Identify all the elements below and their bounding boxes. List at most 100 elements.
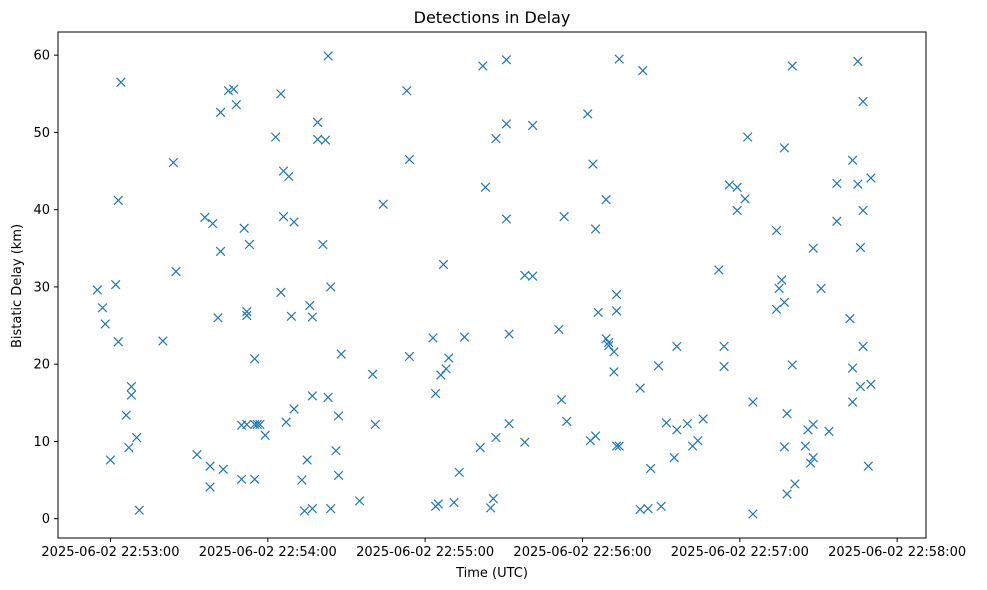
data-point	[714, 265, 724, 275]
data-point	[134, 505, 145, 515]
data-point	[611, 306, 622, 316]
data-point	[207, 218, 218, 229]
data-point	[771, 225, 782, 236]
data-point	[312, 134, 323, 145]
data-point	[847, 397, 858, 407]
data-point	[603, 340, 614, 351]
data-point	[832, 178, 842, 189]
data-point	[779, 143, 790, 153]
data-point	[635, 504, 645, 515]
data-point	[276, 287, 286, 298]
data-point	[866, 379, 876, 389]
data-point	[333, 411, 344, 421]
y-tick-label: 50	[33, 126, 50, 141]
data-point	[215, 246, 226, 257]
data-point	[305, 300, 315, 311]
data-point	[847, 363, 858, 373]
data-point	[289, 217, 299, 227]
data-point	[336, 349, 346, 359]
data-point	[559, 211, 569, 222]
data-point	[824, 426, 834, 437]
data-point	[354, 496, 365, 506]
data-point	[242, 306, 252, 317]
data-point	[331, 445, 341, 456]
y-tick-label: 40	[33, 203, 50, 218]
data-point	[748, 397, 758, 407]
data-point	[504, 418, 514, 429]
data-point	[693, 435, 703, 446]
data-point	[436, 370, 446, 380]
y-axis-ticks: 0 10 20 30 40 50 60	[33, 49, 58, 527]
data-point	[614, 54, 624, 64]
data-point	[661, 418, 672, 428]
data-point	[732, 205, 742, 216]
data-point	[588, 159, 598, 169]
data-point	[656, 501, 666, 512]
data-point	[777, 275, 787, 285]
data-point	[480, 182, 491, 193]
data-point	[333, 470, 344, 481]
data-point	[562, 416, 572, 427]
data-point	[278, 211, 289, 222]
data-point	[402, 85, 412, 96]
data-point	[158, 336, 168, 346]
y-tick-label: 30	[33, 280, 50, 295]
data-point	[200, 212, 210, 223]
x-axis-ticks: 2025-06-02 22:53:00 2025-06-02 22:54:00 20…	[41, 538, 966, 560]
data-point	[113, 195, 124, 206]
data-point	[438, 259, 449, 270]
data-point	[454, 467, 464, 478]
data-point	[488, 493, 499, 504]
data-point	[485, 503, 496, 513]
data-point	[249, 474, 260, 485]
data-point	[404, 351, 415, 362]
data-point	[787, 61, 797, 71]
data-point	[805, 458, 816, 468]
data-point	[242, 419, 252, 430]
data-point	[326, 503, 336, 514]
data-point	[590, 224, 601, 234]
data-point	[478, 61, 488, 71]
data-point	[323, 392, 333, 403]
data-point	[215, 107, 226, 118]
x-tick-label: 2025-06-02 22:53:00	[41, 545, 179, 560]
data-point	[808, 419, 818, 430]
data-point	[367, 369, 378, 379]
data-point	[126, 390, 137, 400]
data-point	[228, 84, 239, 94]
data-point	[582, 109, 593, 119]
x-tick-label: 2025-06-02 22:54:00	[199, 545, 337, 560]
data-point	[430, 388, 441, 399]
data-point	[853, 56, 863, 67]
data-point	[732, 182, 742, 193]
data-point	[787, 360, 797, 370]
data-point	[698, 414, 708, 424]
data-point	[307, 312, 318, 322]
data-point	[858, 341, 868, 352]
data-point	[205, 482, 215, 492]
data-point	[121, 410, 131, 420]
data-point	[307, 391, 318, 401]
data-point	[491, 133, 501, 144]
data-point	[323, 51, 333, 61]
data-point	[105, 455, 116, 465]
data-point	[611, 289, 622, 300]
data-point	[449, 497, 459, 508]
data-point	[855, 381, 866, 392]
x-axis-title: Time (UTC)	[455, 566, 528, 581]
data-point	[782, 489, 792, 499]
data-point	[249, 354, 260, 364]
data-point	[192, 449, 202, 460]
data-point	[428, 333, 438, 343]
data-point	[433, 499, 443, 509]
y-tick-label: 20	[33, 358, 50, 373]
data-points	[92, 51, 876, 519]
data-point	[110, 279, 121, 290]
data-point	[289, 404, 299, 414]
data-point	[669, 452, 679, 463]
data-point	[863, 461, 874, 471]
x-tick-label: 2025-06-02 22:57:00	[671, 545, 809, 560]
data-point	[318, 239, 328, 250]
data-point	[276, 89, 286, 99]
